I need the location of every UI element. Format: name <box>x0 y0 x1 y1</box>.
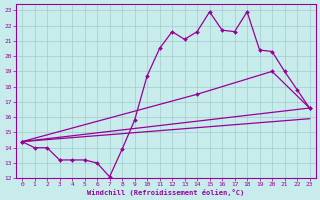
X-axis label: Windchill (Refroidissement éolien,°C): Windchill (Refroidissement éolien,°C) <box>87 189 244 196</box>
